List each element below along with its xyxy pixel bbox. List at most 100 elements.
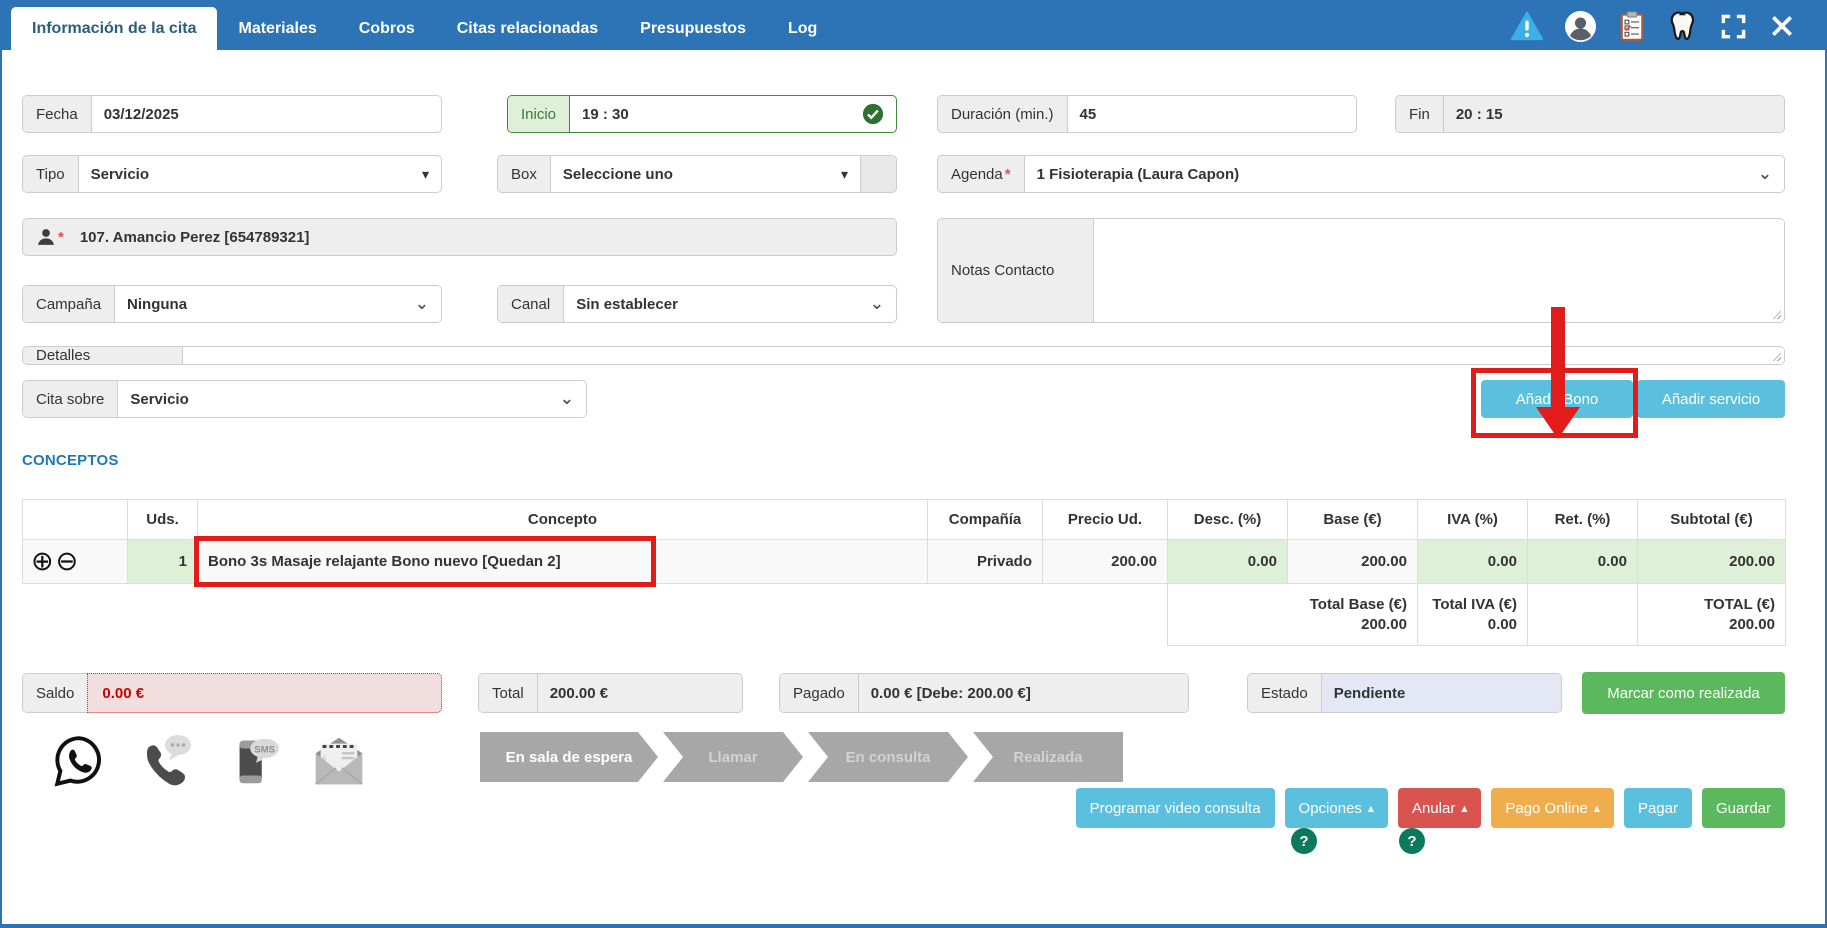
estado-value[interactable]: Pendiente (1321, 674, 1561, 712)
campana-select[interactable]: Ninguna (115, 286, 441, 322)
anadir-servicio-button[interactable]: Añadir servicio (1637, 380, 1785, 418)
concepto-cell[interactable]: Bono 3s Masaje relajante Bono nuevo [Que… (194, 536, 928, 588)
col-actions (22, 499, 128, 540)
clipboard-icon[interactable] (1618, 11, 1646, 41)
desc-cell[interactable]: 0.00 (1167, 539, 1288, 584)
table-totals-row: Total Base (€) 200.00 Total IVA (€) 0.00… (22, 583, 1786, 646)
detalles-textarea[interactable] (183, 347, 1784, 364)
paciente-field-group[interactable]: * 107. Amancio Perez [654789321] (22, 218, 897, 256)
notas-contacto-textarea[interactable] (1094, 219, 1784, 322)
resize-handle[interactable] (1770, 308, 1781, 319)
inicio-input[interactable]: 19 : 30 (570, 96, 896, 132)
paciente-value[interactable]: 107. Amancio Perez [654789321] (79, 228, 310, 246)
tipo-label: Tipo (23, 156, 79, 192)
workflow-steps: En sala de espera Llamar En consulta Rea… (480, 732, 1123, 782)
fin-field-group: Fin 20 : 15 (1395, 95, 1785, 133)
duracion-field-group: Duración (min.) 45 (937, 95, 1357, 133)
help-icon[interactable]: ? (1399, 828, 1425, 854)
fullscreen-icon[interactable] (1720, 13, 1747, 40)
box-label: Box (498, 156, 551, 192)
tab-materiales[interactable]: Materiales (238, 19, 317, 37)
sms-icon[interactable]: SMS (228, 734, 282, 788)
fin-input: 20 : 15 (1443, 96, 1784, 132)
col-subtotal: Subtotal (€) (1637, 499, 1786, 540)
phone-call-icon[interactable] (136, 732, 200, 790)
total-base-value: 200.00 (1361, 616, 1407, 633)
duracion-label: Duración (min.) (938, 96, 1068, 132)
tooth-icon[interactable] (1668, 10, 1698, 42)
col-desc: Desc. (%) (1167, 499, 1288, 540)
tab-presupuestos[interactable]: Presupuestos (640, 19, 746, 37)
cita-sobre-field-group: Cita sobre Servicio (22, 380, 587, 418)
total-iva-value: 0.00 (1487, 616, 1517, 633)
campana-label: Campaña (23, 286, 116, 322)
user-avatar-icon[interactable] (1565, 10, 1596, 42)
programar-video-consulta-button[interactable]: Programar video consulta (1075, 788, 1275, 828)
add-row-icon[interactable]: ⊕ (31, 546, 54, 576)
chevron-down-icon (552, 391, 574, 408)
pagado-field-group: Pagado 0.00 € [Debe: 200.00 €] (779, 673, 1189, 713)
guardar-button[interactable]: Guardar (1701, 788, 1785, 828)
ret-cell[interactable]: 0.00 (1527, 539, 1638, 584)
box-addon-button[interactable] (860, 156, 896, 192)
warning-icon[interactable] (1511, 11, 1543, 41)
col-base: Base (€) (1287, 499, 1418, 540)
box-field-group: Box Seleccione uno (497, 155, 897, 193)
fecha-field-group: Fecha 03/12/2025 (22, 95, 442, 133)
canal-field-group: Canal Sin establecer (497, 285, 897, 323)
canal-select[interactable]: Sin establecer (564, 286, 896, 322)
contact-icons: SMS (50, 732, 368, 790)
base-cell: 200.00 (1287, 539, 1418, 584)
saldo-label: Saldo (23, 674, 89, 712)
marcar-realizada-button[interactable]: Marcar como realizada (1582, 672, 1785, 714)
canal-label: Canal (498, 286, 565, 322)
cita-sobre-label: Cita sobre (23, 381, 119, 417)
chevron-down-icon (414, 166, 429, 183)
whatsapp-icon[interactable] (50, 732, 108, 790)
close-icon[interactable] (1769, 13, 1795, 39)
workflow-step-sala-espera[interactable]: En sala de espera (480, 732, 658, 782)
required-asterisk: * (1004, 165, 1011, 183)
pagado-label: Pagado (780, 674, 859, 712)
inicio-value: 19 : 30 (582, 105, 629, 123)
pago-online-button[interactable]: Pago Online (1491, 788, 1614, 828)
col-compania: Compañía (927, 499, 1043, 540)
cita-sobre-select[interactable]: Servicio (118, 381, 586, 417)
agenda-select[interactable]: 1 Fisioterapia (Laura Capon) (1025, 156, 1784, 192)
fin-label: Fin (1396, 96, 1444, 132)
box-select[interactable]: Seleccione uno (551, 156, 860, 192)
chevron-down-icon (407, 296, 429, 313)
iva-cell[interactable]: 0.00 (1417, 539, 1528, 584)
tab-log[interactable]: Log (787, 19, 818, 37)
tipo-select[interactable]: Servicio (79, 156, 441, 192)
fecha-input[interactable]: 03/12/2025 (103, 105, 179, 123)
required-asterisk: * (58, 228, 64, 246)
col-concepto: Concepto (197, 499, 928, 540)
pagar-button[interactable]: Pagar (1623, 788, 1692, 828)
total-field-group: Total 200.00 € (478, 673, 743, 713)
anular-button[interactable]: Anular (1397, 788, 1482, 828)
anadir-bono-button[interactable]: Añadir Bono (1481, 380, 1633, 418)
workflow-step-realizada[interactable]: Realizada (973, 732, 1123, 782)
remove-row-icon[interactable]: ⊖ (55, 546, 79, 576)
agenda-value: 1 Fisioterapia (Laura Capon) (1036, 165, 1240, 183)
duracion-input[interactable]: 45 (1079, 105, 1097, 123)
uds-cell[interactable]: 1 (127, 539, 198, 584)
resize-handle[interactable] (1770, 350, 1781, 361)
total-base-label: Total Base (€) (1309, 596, 1407, 613)
dialog-content: Fecha 03/12/2025 Inicio 19 : 30 Duraci (2, 95, 1825, 864)
email-icon[interactable] (310, 735, 368, 787)
opciones-button[interactable]: Opciones (1284, 788, 1388, 828)
cita-sobre-value: Servicio (130, 390, 189, 408)
tab-citas-relacionadas[interactable]: Citas relacionadas (456, 19, 599, 37)
tab-bar: Información de la cita Materiales Cobros… (2, 2, 1825, 50)
subtotal-cell: 200.00 (1637, 539, 1786, 584)
workflow-step-en-consulta[interactable]: En consulta (808, 732, 968, 782)
help-icon[interactable]: ? (1291, 828, 1317, 854)
total-value: 200.00 (1729, 616, 1775, 633)
conceptos-table: Uds. Concepto Compañía Precio Ud. Desc. … (22, 499, 1786, 646)
tab-informacion-cita[interactable]: Información de la cita (11, 7, 218, 50)
tab-cobros[interactable]: Cobros (358, 19, 415, 37)
workflow-step-llamar[interactable]: Llamar (663, 732, 803, 782)
